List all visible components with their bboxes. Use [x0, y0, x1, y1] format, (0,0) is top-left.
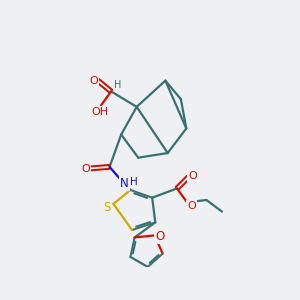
Text: O: O [81, 164, 90, 174]
Text: O: O [155, 230, 165, 243]
Text: S: S [103, 201, 111, 214]
Text: H: H [114, 80, 121, 89]
Text: O: O [188, 171, 197, 181]
Text: O: O [187, 201, 196, 211]
Text: H: H [130, 177, 137, 187]
Text: OH: OH [91, 107, 108, 117]
Text: N: N [120, 177, 129, 190]
Text: O: O [90, 76, 98, 86]
